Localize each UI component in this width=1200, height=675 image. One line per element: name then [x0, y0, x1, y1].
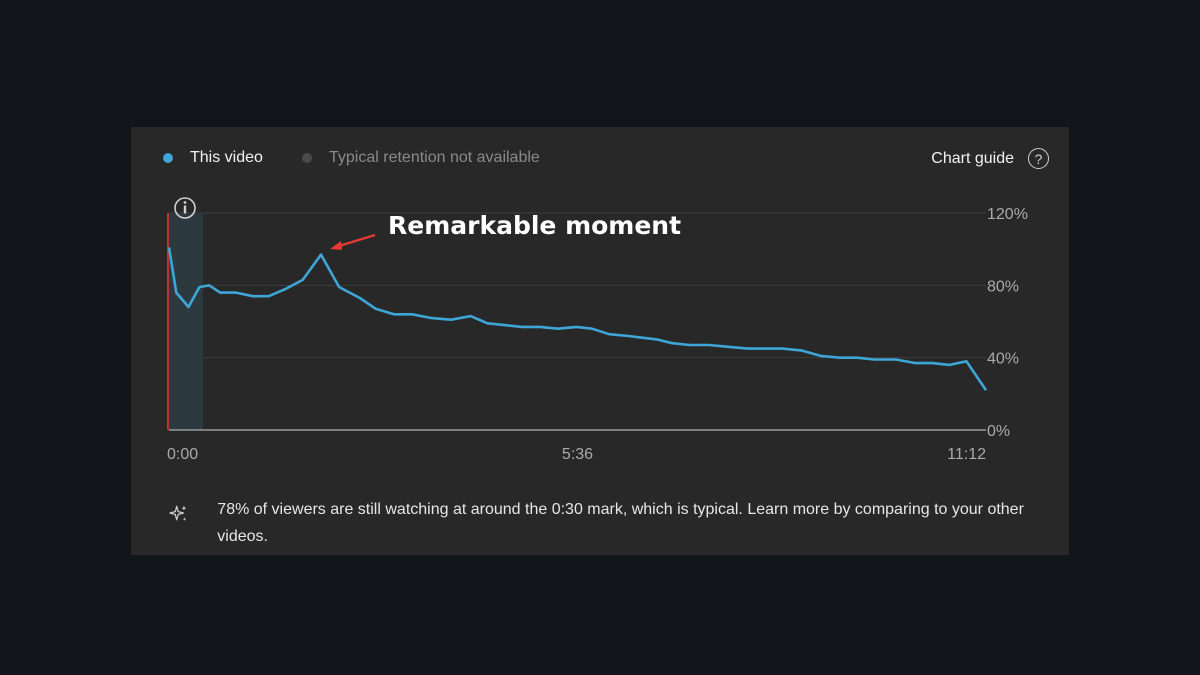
x-tick-label: 5:36	[562, 446, 593, 463]
chart-legend: This video Typical retention not availab…	[131, 127, 1069, 193]
sparkle-icon	[169, 505, 187, 521]
x-tick-labels: 0:00 5:36 11:12	[167, 446, 986, 463]
intro-highlight-band[interactable]	[169, 213, 204, 430]
x-tick-label: 0:00	[167, 446, 198, 463]
y-tick-labels: 0% 40% 80% 120%	[987, 206, 1028, 440]
insight-row: 78% of viewers are still watching at aro…	[169, 496, 1049, 550]
y-tick-label: 0%	[987, 423, 1010, 440]
x-tick-label: 11:12	[947, 446, 986, 463]
legend-dot-typical	[302, 153, 312, 163]
y-tick-label: 120%	[987, 206, 1028, 223]
insight-text: 78% of viewers are still watching at aro…	[217, 501, 1024, 545]
legend-dot-this-video	[163, 153, 173, 163]
retention-panel: This video Typical retention not availab…	[131, 127, 1069, 555]
legend-this-video-label: This video	[190, 149, 263, 166]
chart-guide-label: Chart guide	[931, 149, 1014, 167]
chart-guide-button[interactable]: Chart guide ?	[931, 148, 1049, 169]
annotation-remarkable-moment: Remarkable moment	[388, 211, 681, 240]
legend-typical-retention: Typical retention not available	[302, 149, 540, 167]
annotation-arrow	[330, 233, 376, 250]
question-circle-icon[interactable]: ?	[1028, 148, 1049, 169]
y-tick-label: 40%	[987, 351, 1019, 368]
info-circle-icon[interactable]	[174, 197, 196, 219]
legend-this-video[interactable]: This video	[163, 149, 263, 167]
legend-typical-label: Typical retention not available	[329, 149, 540, 166]
y-tick-label: 80%	[987, 278, 1019, 295]
retention-series-line[interactable]	[167, 247, 988, 391]
retention-chart: 0% 40% 80% 120% 0:00 5:36 11:12 Remarkable mo…	[167, 197, 1028, 463]
